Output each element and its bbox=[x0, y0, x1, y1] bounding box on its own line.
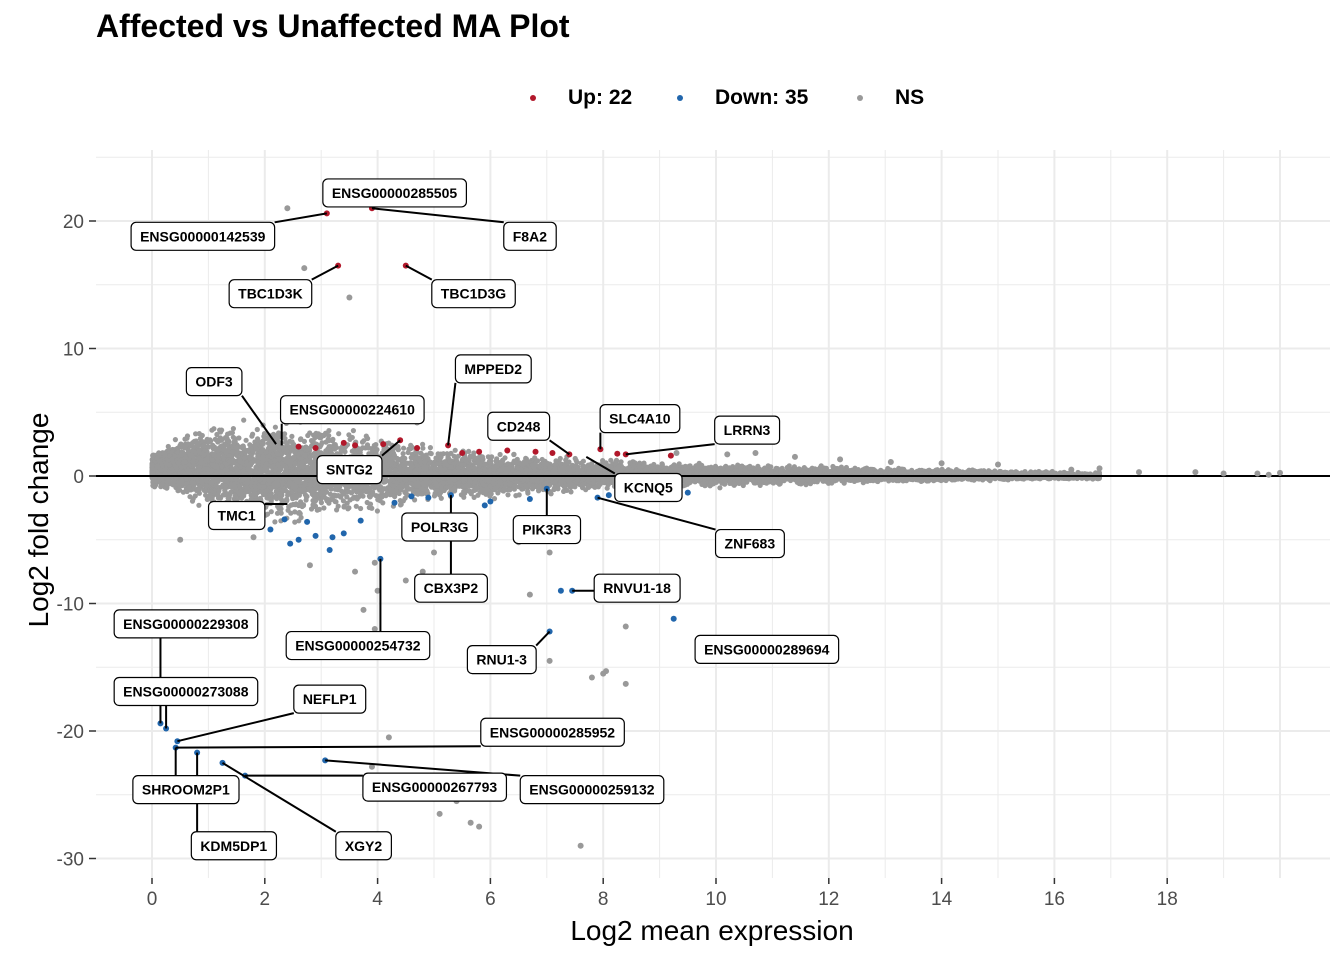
chart-title: Affected vs Unaffected MA Plot bbox=[96, 8, 570, 44]
legend-item-up: Up: 22 bbox=[530, 86, 632, 110]
legend-marker-ns bbox=[857, 95, 863, 101]
ns-cloud-point bbox=[608, 457, 614, 463]
ns-cloud-point bbox=[272, 424, 278, 430]
ns-cloud-point bbox=[214, 431, 220, 438]
ns-cloud-point bbox=[495, 490, 501, 496]
ns-cloud-point bbox=[243, 437, 249, 443]
legend-item-down: Down: 35 bbox=[677, 86, 808, 110]
ns-point-cloud bbox=[149, 417, 1103, 525]
legend-marker-up bbox=[530, 95, 536, 101]
legend-marker-down bbox=[677, 95, 683, 101]
ns-cloud-point bbox=[321, 505, 327, 511]
ns-cloud-point bbox=[374, 508, 380, 514]
grid-lines bbox=[96, 150, 1330, 878]
ns-cloud-point bbox=[471, 494, 477, 500]
ns-cloud-point bbox=[344, 494, 350, 500]
ns-cloud-point bbox=[511, 451, 517, 457]
ns-cloud-point bbox=[604, 485, 610, 491]
legend-label-ns: NS bbox=[895, 86, 925, 109]
ns-cloud-point bbox=[401, 445, 407, 451]
legend: Up: 22 Down: 35 NS bbox=[0, 86, 1344, 116]
ns-cloud-point bbox=[497, 451, 503, 458]
ns-cloud-point bbox=[185, 441, 191, 447]
ns-cloud-point bbox=[367, 494, 373, 500]
ns-cloud-point bbox=[452, 447, 458, 453]
ns-cloud-point bbox=[321, 432, 327, 439]
ns-cloud-point bbox=[326, 428, 332, 434]
ns-cloud-point bbox=[272, 519, 278, 525]
legend-item-ns: NS bbox=[857, 86, 924, 110]
ns-cloud-point bbox=[340, 498, 346, 504]
ns-cloud-point bbox=[205, 444, 211, 450]
legend-label-down: Down: 35 bbox=[715, 86, 809, 109]
ns-cloud-point bbox=[274, 510, 281, 516]
ns-cloud-point bbox=[268, 509, 274, 515]
ns-cloud-point bbox=[461, 494, 467, 500]
ns-cloud-point bbox=[487, 493, 493, 499]
legend-label-up: Up: 22 bbox=[568, 86, 633, 109]
ns-cloud-point bbox=[172, 437, 178, 443]
ns-cloud-point bbox=[289, 433, 295, 439]
